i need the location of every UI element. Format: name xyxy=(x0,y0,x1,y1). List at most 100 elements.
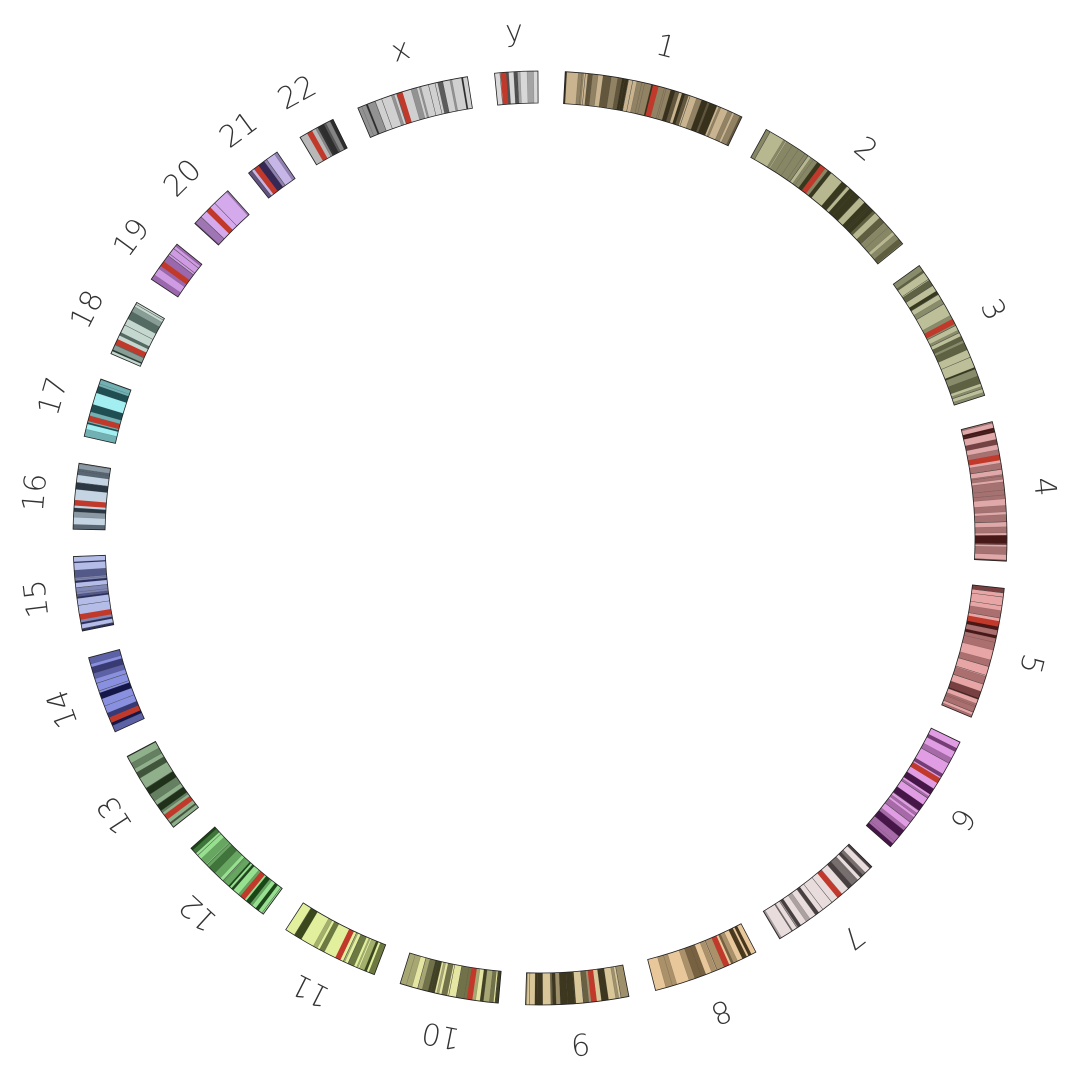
chromosome-2[interactable] xyxy=(750,128,904,265)
cytoband-line xyxy=(920,747,950,764)
cytoband-line xyxy=(266,159,286,186)
chromosome-3-body xyxy=(893,265,985,406)
chromosome-label-14: 14 xyxy=(40,685,86,733)
chromosome-label-12: 12 xyxy=(172,887,224,939)
chromosome-14[interactable] xyxy=(88,648,145,733)
chromosome-7[interactable] xyxy=(762,843,873,940)
cytoband-line xyxy=(974,521,1007,524)
chromosome-6[interactable] xyxy=(865,727,961,848)
chromosome-18[interactable] xyxy=(110,301,165,367)
centromere xyxy=(910,761,941,784)
cytoband-line xyxy=(448,964,456,997)
chromosome-10[interactable] xyxy=(399,952,502,1004)
cytoband-line xyxy=(294,907,312,936)
cytoband-line xyxy=(704,940,718,971)
cytoband-line xyxy=(789,155,809,183)
chromosome-12[interactable] xyxy=(190,826,283,915)
chromosome-2-body xyxy=(750,129,903,264)
chromosome-20[interactable] xyxy=(194,190,250,246)
chromosome-13[interactable] xyxy=(126,740,200,828)
chromosome-17[interactable] xyxy=(83,378,132,444)
chromosome-label-x: x xyxy=(387,31,414,70)
cytoband-line xyxy=(197,833,222,856)
centromere xyxy=(206,207,233,234)
chromosome-label-22: 22 xyxy=(272,68,322,117)
cytoband-line xyxy=(455,965,462,998)
chromosome-22-outline xyxy=(299,118,348,166)
chromosome-label-10: 10 xyxy=(419,1014,463,1056)
chromosome-11[interactable] xyxy=(285,902,387,976)
chromosome-22[interactable] xyxy=(299,118,348,166)
centromere xyxy=(74,499,107,508)
chromosome-4[interactable] xyxy=(960,421,1008,562)
cytoband-line xyxy=(580,971,584,1003)
chromosome-16-outline xyxy=(72,462,112,531)
chromosome-9[interactable] xyxy=(525,964,630,1006)
cytoband-line xyxy=(825,186,848,211)
centromere xyxy=(396,91,412,124)
chromosome-label-15: 15 xyxy=(17,578,56,620)
cytoband xyxy=(536,972,543,1006)
chromosome-5[interactable] xyxy=(941,584,1005,718)
centromere xyxy=(587,969,597,1003)
cytoband xyxy=(974,526,1008,534)
cytoband-line xyxy=(626,80,634,112)
chromosome-1-outline xyxy=(563,71,743,147)
cytoband xyxy=(534,972,538,1006)
chromosome-15[interactable] xyxy=(72,554,115,632)
centromere xyxy=(711,935,730,968)
chromosome-12-outline xyxy=(190,826,283,915)
centromere xyxy=(500,72,509,105)
cytoband-line xyxy=(200,216,225,239)
chromosome-1[interactable] xyxy=(563,71,743,147)
cytoband-line xyxy=(811,877,833,903)
chromosome-8[interactable] xyxy=(647,923,757,991)
chromosome-11-outline xyxy=(285,902,387,976)
cytoband-line xyxy=(943,700,974,713)
cytoband-line xyxy=(231,864,253,889)
chromosome-label-5: 5 xyxy=(1012,650,1051,677)
chromosome-label-3: 3 xyxy=(973,294,1013,327)
cytoband-line xyxy=(940,356,971,370)
cytoband-line xyxy=(916,303,945,321)
chromosome-x[interactable] xyxy=(357,76,473,138)
chromosome-label-13: 13 xyxy=(90,789,140,840)
chromosome-5-outline xyxy=(941,584,1005,718)
cytoband-line xyxy=(892,791,920,812)
cytoband xyxy=(526,70,535,104)
chromosome-label-18: 18 xyxy=(63,285,111,335)
centromere xyxy=(306,130,328,162)
chromosome-8-body xyxy=(647,923,756,991)
chromosome-3[interactable] xyxy=(892,264,986,406)
chromosome-label-8: 8 xyxy=(706,992,736,1032)
cytoband-line xyxy=(970,469,1002,475)
cytoband-line xyxy=(417,957,427,989)
chromosome-19[interactable] xyxy=(150,243,203,298)
chromosome-label-17: 17 xyxy=(31,373,75,419)
cytoband-line xyxy=(167,255,194,276)
chromosome-label-7: 7 xyxy=(834,917,871,956)
cytoband-line xyxy=(779,901,798,929)
chromosome-label-21: 21 xyxy=(213,105,265,156)
chromosome-label-6: 6 xyxy=(942,801,982,836)
cytoband-line xyxy=(754,131,771,160)
chromosome-9-outline xyxy=(525,964,630,1006)
chromosome-label-1: 1 xyxy=(652,27,679,66)
chromosome-17-outline xyxy=(83,378,132,444)
chromosome-y[interactable] xyxy=(494,70,539,106)
cytoband-line xyxy=(901,278,929,297)
cytoband-line xyxy=(679,95,691,127)
cytoband-line xyxy=(104,694,135,707)
chromosome-4-outline xyxy=(960,421,1008,562)
cytoband-line xyxy=(434,82,443,115)
centromere xyxy=(924,318,956,339)
cytoband-line xyxy=(927,325,956,341)
centromere xyxy=(240,871,265,900)
cytoband-line xyxy=(968,612,1001,619)
chromosome-21[interactable] xyxy=(248,151,296,199)
chromosome-label-y: y xyxy=(504,14,524,50)
chromosome-6-outline xyxy=(865,727,961,848)
cytoband-line xyxy=(124,324,154,340)
chromosome-16[interactable] xyxy=(72,462,112,531)
